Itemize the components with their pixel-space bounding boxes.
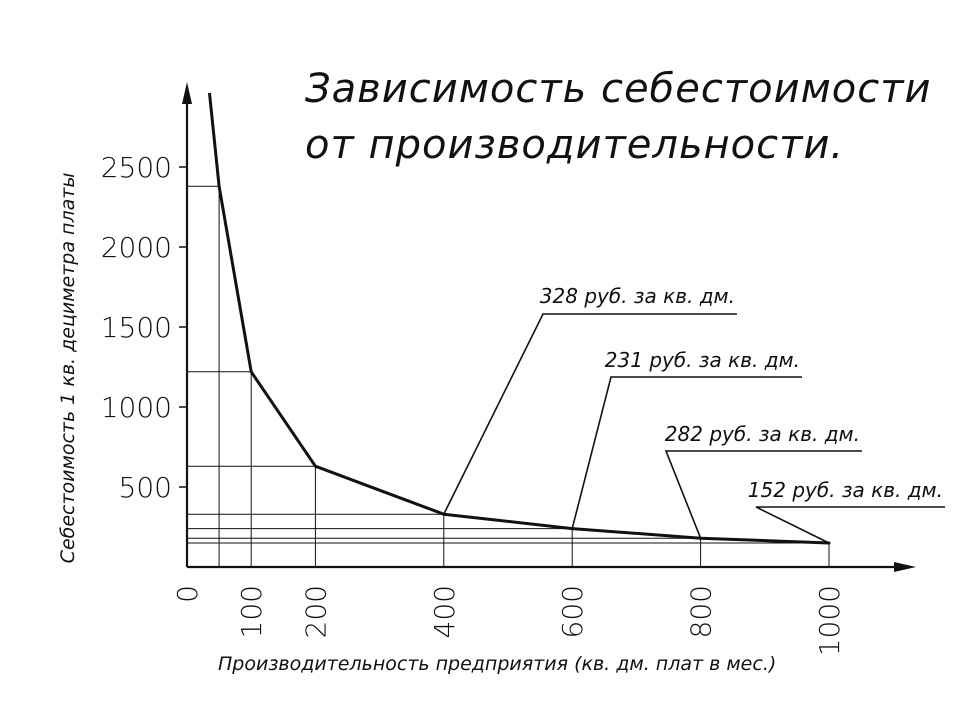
- annotations: 328 руб. за кв. дм. 231 руб. за кв. дм. 28…: [443, 284, 945, 544]
- y-tick-label: 1000: [101, 391, 172, 424]
- annotation-leader: [571, 376, 802, 529]
- y-tick-label: 1500: [101, 311, 172, 344]
- annotation-label: 282 руб. за кв. дм.: [665, 422, 860, 446]
- x-tick-label: 0: [171, 585, 204, 603]
- y-tick-label: 2500: [101, 151, 172, 184]
- tick-labels: 500 1000 1500 2000 2500 0 100 200 400 600 800 1000: [101, 151, 846, 656]
- title-line-1: Зависимость себестоимости: [305, 66, 932, 112]
- x-axis-arrow: [894, 562, 916, 572]
- title-line-2: от производительности.: [305, 122, 844, 168]
- series: [207, 92, 831, 545]
- x-tick-label: 1000: [813, 585, 846, 656]
- data-point: [313, 464, 317, 468]
- data-point: [217, 184, 221, 188]
- x-tick-label: 400: [428, 585, 461, 638]
- guide-lines: [187, 185, 830, 567]
- annotation-label: 152 руб. за кв. дм.: [748, 478, 943, 502]
- x-tick-label: 800: [685, 585, 718, 638]
- y-axis-arrow: [182, 82, 192, 104]
- y-axis-label: Себестоимость 1 кв. дециметра платы: [57, 173, 79, 564]
- annotation-leader: [443, 313, 737, 515]
- title: Зависимость себестоимости от производите…: [305, 66, 932, 168]
- cost-curve: [207, 92, 830, 545]
- x-tick-label: 100: [235, 585, 268, 638]
- y-tick-label: 2000: [101, 231, 172, 264]
- annotation-label: 231 руб. за кв. дм.: [605, 348, 800, 372]
- x-tick-label: 600: [556, 585, 589, 638]
- x-axis-label: Производительность предприятия (кв. дм. …: [218, 653, 776, 675]
- annotation-leader: [755, 506, 945, 544]
- x-tick-label: 200: [299, 585, 332, 638]
- data-point: [249, 370, 253, 374]
- annotation-label: 328 руб. за кв. дм.: [540, 284, 735, 308]
- axes: [179, 82, 916, 572]
- y-tick-label: 500: [119, 471, 172, 504]
- annotation-leader: [664, 450, 862, 539]
